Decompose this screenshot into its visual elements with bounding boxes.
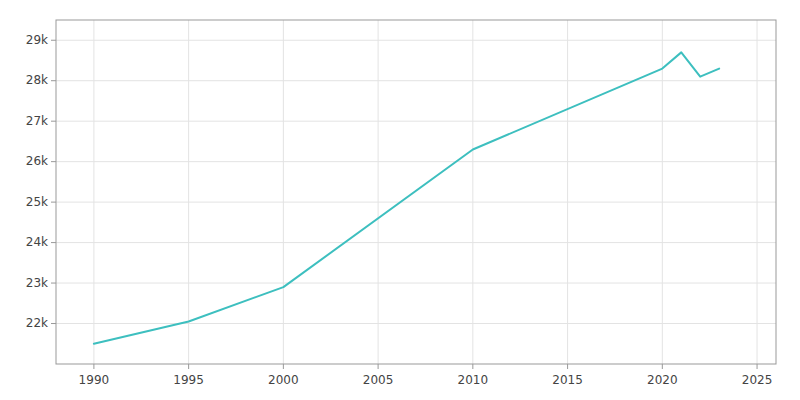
x-grid-line	[567, 20, 568, 364]
y-tick	[51, 121, 56, 122]
plot-data	[94, 52, 719, 343]
plot-frame	[56, 20, 776, 364]
axes: 22k 23k 24k 25k 26k 27k 28k 29k 1990 1995 2000 2005…	[26, 33, 773, 387]
y-tick-label: 24k	[26, 235, 48, 249]
x-grid-line	[93, 20, 94, 364]
y-tick	[51, 40, 56, 41]
x-tick-label: 2010	[458, 373, 489, 387]
y-tick-label: 23k	[26, 276, 48, 290]
y-tick	[51, 202, 56, 203]
x-tick-label: 2000	[268, 373, 299, 387]
x-tick	[93, 364, 94, 369]
y-grid-line	[56, 40, 776, 41]
x-tick-label: 1990	[79, 373, 110, 387]
data-line	[94, 52, 719, 343]
x-tick-label: 2005	[363, 373, 394, 387]
x-grid-line	[662, 20, 663, 364]
y-grid-line	[56, 323, 776, 324]
y-grid-line	[56, 161, 776, 162]
x-tick-label: 2020	[647, 373, 678, 387]
grid	[56, 20, 776, 364]
x-tick	[378, 364, 379, 369]
x-grid-line	[378, 20, 379, 364]
y-grid-line	[56, 202, 776, 203]
x-tick	[757, 364, 758, 369]
y-tick-label: 25k	[26, 195, 48, 209]
y-grid-line	[56, 121, 776, 122]
y-tick	[51, 161, 56, 162]
x-tick	[567, 364, 568, 369]
x-tick	[283, 364, 284, 369]
y-tick-label: 26k	[26, 154, 48, 168]
y-tick-label: 22k	[26, 316, 48, 330]
x-grid-line	[472, 20, 473, 364]
x-tick	[188, 364, 189, 369]
x-tick-label: 2015	[552, 373, 583, 387]
x-grid-line	[283, 20, 284, 364]
y-grid-line	[56, 80, 776, 81]
x-tick-label: 2025	[742, 373, 773, 387]
x-tick	[662, 364, 663, 369]
y-tick	[51, 283, 56, 284]
y-tick	[51, 80, 56, 81]
x-grid-line	[757, 20, 758, 364]
chart-container: 22k 23k 24k 25k 26k 27k 28k 29k 1990 1995 2000 2005…	[0, 0, 800, 400]
x-tick	[472, 364, 473, 369]
y-tick-label: 28k	[26, 73, 48, 87]
chart-svg: 22k 23k 24k 25k 26k 27k 28k 29k 1990 1995 2000 2005…	[0, 0, 800, 400]
x-grid-line	[188, 20, 189, 364]
y-tick-label: 29k	[26, 33, 48, 47]
y-grid-line	[56, 242, 776, 243]
y-tick-label: 27k	[26, 114, 48, 128]
x-tick-label: 1995	[173, 373, 204, 387]
y-grid-line	[56, 283, 776, 284]
y-tick	[51, 323, 56, 324]
y-tick	[51, 242, 56, 243]
